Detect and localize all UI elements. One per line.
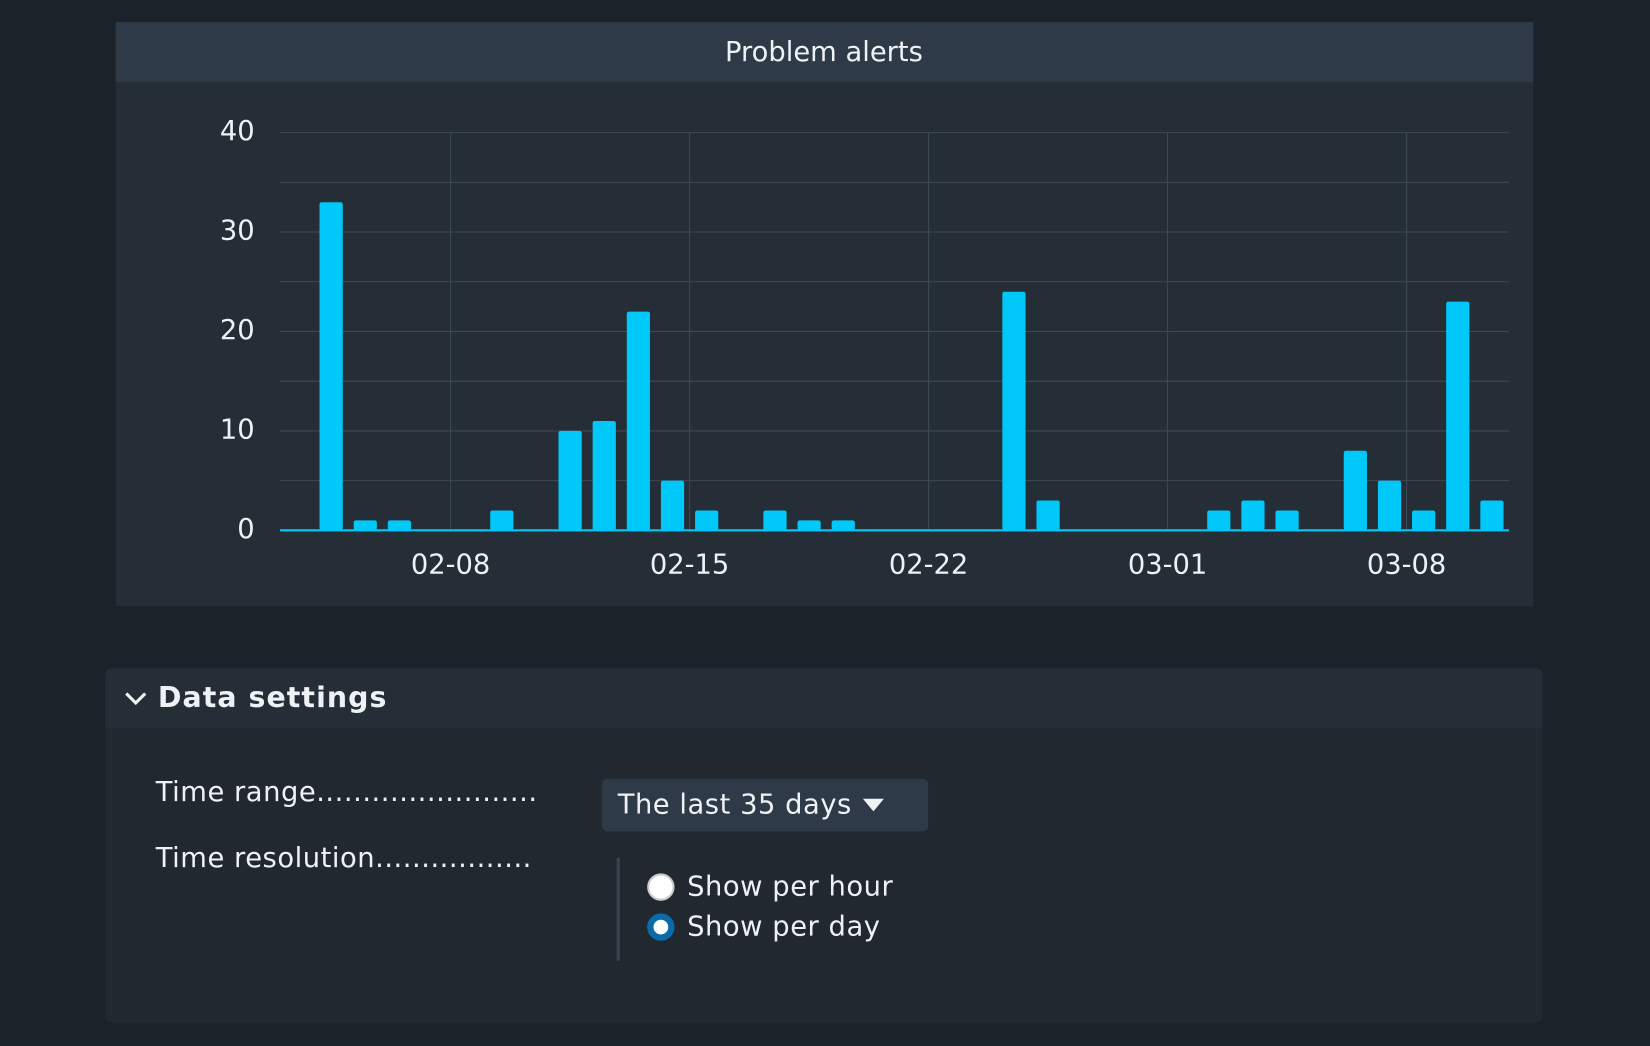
x-tick-label: 02-08 [411,550,490,581]
select-value: The last 35 days [617,789,852,821]
bar [831,520,855,531]
y-tick-label: 10 [220,414,255,445]
bar [1446,301,1470,531]
y-tick-label: 0 [237,514,254,545]
radio-button-selected[interactable] [647,913,675,941]
bar [695,510,719,531]
settings-panel: Data settings Time range................… [105,668,1543,1023]
time-range-select[interactable]: The last 35 days [601,778,929,832]
bar [319,202,343,531]
divider [616,857,620,961]
bar [1241,500,1265,531]
dropdown-arrow [862,798,884,812]
bar [490,510,514,531]
time-resolution-label: Time resolution................. [155,842,532,875]
radio-button[interactable] [647,873,675,901]
bar [387,520,412,531]
bar [558,430,582,531]
option-label: Show per hour [687,871,894,903]
bar [1377,480,1402,531]
y-tick-label: 30 [220,216,255,247]
chart-card: Problem alerts 0 10 20 30 40 02-08 02-15 02-22 0… [115,22,1534,607]
chevron-icon [125,691,147,705]
x-tick-label: 03-01 [1128,550,1207,581]
radio-option[interactable]: Show per hour [647,871,893,903]
bar [763,510,787,531]
bar [592,420,616,531]
bar [1343,450,1367,531]
chart-header [115,22,1534,83]
y-tick-label: 20 [220,315,255,346]
chart-title: Problem alerts [725,37,923,68]
settings-title: Data settings [157,681,388,715]
chart: Problem alerts 0 10 20 30 40 02-08 02-15 02-22 0… [220,37,1509,581]
bar [1036,500,1060,531]
y-tick-label: 40 [220,116,255,147]
bar [797,520,821,531]
bar [626,311,651,531]
option-label: Show per day [687,911,881,943]
radio-option[interactable]: Show per day [647,911,880,943]
bar [660,480,685,531]
time-range-label: Time range........................ [155,776,538,809]
bar [353,520,377,531]
x-tick-label: 02-15 [650,550,729,581]
x-tick-label: 02-22 [889,550,968,581]
bar [1275,510,1299,531]
x-tick-label: 03-08 [1367,550,1446,581]
bar [1207,510,1231,531]
bar [1480,500,1504,531]
bar [1002,291,1026,531]
settings-header[interactable]: Data settings [105,668,1543,729]
bar [1412,510,1436,531]
